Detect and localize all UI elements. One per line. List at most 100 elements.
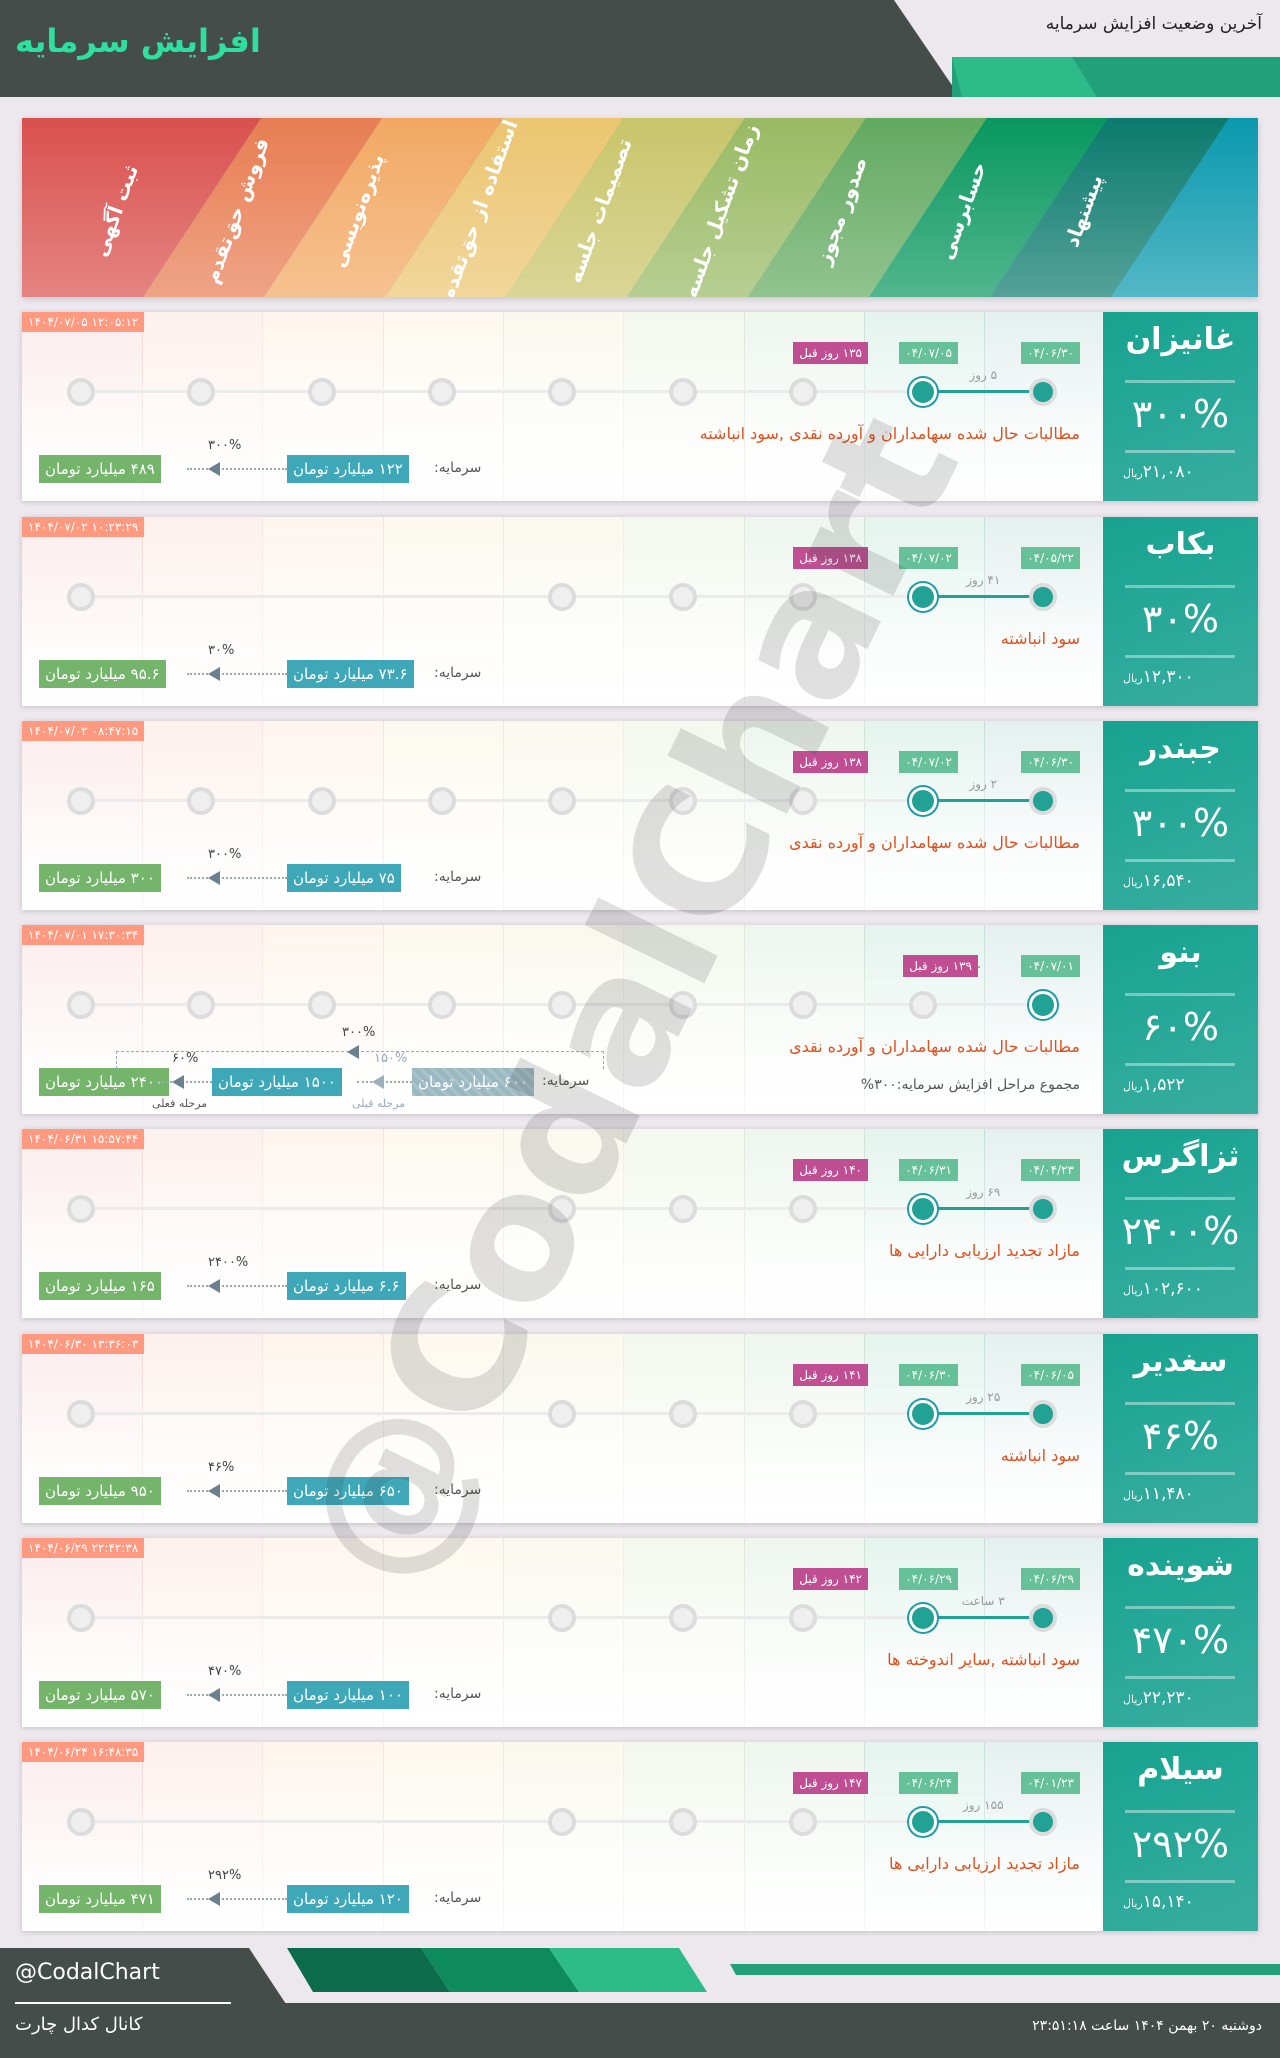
source-description: سود انباشته (1000, 629, 1080, 648)
stage-dot[interactable] (668, 378, 697, 406)
date-start-badge: ۰۴/۰۵/۲۲ (1021, 547, 1080, 569)
stage-dot[interactable] (67, 583, 95, 611)
stage-column (984, 1538, 1106, 1727)
stage-dot[interactable] (1029, 1808, 1058, 1836)
stage-dot[interactable] (788, 787, 817, 815)
symbol-panel[interactable]: جبندر ۳۰۰% ۱۶,۵۴۰ریال (1103, 721, 1258, 910)
stage-dot[interactable] (427, 787, 456, 815)
capital-increase-row[interactable]: ۱۴۰۴/۰۶/۲۹ ۲۲:۴۲:۳۸ ۳ ساعت ۰۴/۰۶/۲۹ ۰۴/۰۶/۲… (22, 1538, 1258, 1727)
capital-increase-row[interactable]: ۱۴۰۴/۰۷/۰۵ ۱۲:۰۵:۱۲ ۵ روز ۰۴/۰۶/۳۰ ۰۴/۰۷/۰۵… (22, 312, 1258, 501)
stage-dot[interactable] (427, 991, 456, 1019)
stage-dot[interactable] (788, 378, 817, 406)
capital-after-box: ۳۰۰ میلیارد تومان (39, 864, 161, 892)
symbol-panel[interactable]: سیلام ۲۹۲% ۱۵,۱۴۰ریال (1103, 1742, 1258, 1931)
stage-dot[interactable] (1029, 787, 1058, 815)
divider (1125, 993, 1235, 996)
increase-percent: ۴۶% (1142, 1414, 1219, 1458)
capital-increase-row[interactable]: ۱۴۰۴/۰۷/۰۲ ۱۰:۲۳:۲۹ ۴۱ روز ۰۴/۰۵/۲۲ ۰۴/۰۷/۰… (22, 517, 1258, 706)
footer-datetime: دوشنبه ۲۰ بهمن ۱۴۰۴ ساعت ۲۳:۵۱:۱۸ (1032, 2018, 1262, 2034)
stage-dot[interactable] (909, 378, 938, 406)
duration-label: ۶۹ روز (966, 1185, 1001, 1199)
symbol-name[interactable]: بنو (1159, 935, 1202, 970)
symbol-name[interactable]: شوینده (1127, 1548, 1234, 1583)
stage-dot[interactable] (788, 583, 817, 611)
stage-dot[interactable] (548, 1604, 577, 1632)
stage-dot[interactable] (548, 583, 577, 611)
symbol-panel[interactable]: بنو ۶۰% ۱,۵۲۲ریال (1103, 925, 1258, 1114)
symbol-name[interactable]: جبندر (1140, 731, 1221, 766)
stage-column (503, 1334, 625, 1523)
stage-dot[interactable] (187, 991, 216, 1019)
stage-dot[interactable] (548, 1400, 577, 1428)
stage-dot[interactable] (909, 787, 938, 815)
stage-dot[interactable] (668, 1400, 697, 1428)
stage-dot[interactable] (1029, 378, 1058, 406)
stage-dot[interactable] (788, 1195, 817, 1223)
stage-dot[interactable] (307, 787, 336, 815)
stage-dot[interactable] (668, 991, 697, 1019)
divider (1125, 1606, 1235, 1609)
arrow-head-icon (208, 462, 220, 476)
stage-dot[interactable] (548, 991, 577, 1019)
stage-dot[interactable] (67, 787, 95, 815)
stage-dot[interactable] (67, 1604, 95, 1632)
symbol-panel[interactable]: غانیزان ۳۰۰% ۲۱,۰۸۰ریال (1103, 312, 1258, 501)
stage-dot[interactable] (909, 991, 938, 1019)
symbol-name[interactable]: ثزاگرس (1121, 1139, 1240, 1174)
stage-dot[interactable] (1029, 583, 1058, 611)
stage-dot[interactable] (548, 378, 577, 406)
stage-dot[interactable] (788, 1400, 817, 1428)
stage-dot[interactable] (1029, 1195, 1058, 1223)
stage-dot[interactable] (67, 378, 95, 406)
symbol-panel[interactable]: بکاب ۳۰% ۱۲,۳۰۰ریال (1103, 517, 1258, 706)
symbol-panel[interactable]: ثزاگرس ۲۴۰۰% ۱۰۲,۶۰۰ریال (1103, 1129, 1258, 1318)
stage-dot[interactable] (307, 991, 336, 1019)
stage-dot[interactable] (427, 378, 456, 406)
symbol-name[interactable]: بکاب (1145, 527, 1216, 562)
capital-increase-row[interactable]: ۱۴۰۴/۰۷/۰۱ ۱۷:۳۰:۳۴ ۰۴/۰۷/۰۱ ۱۳۹ روز قبل مط… (22, 925, 1258, 1114)
stage-dot[interactable] (67, 991, 95, 1019)
symbol-panel[interactable]: شوینده ۴۷۰% ۲۲,۲۳۰ریال (1103, 1538, 1258, 1727)
stage-dot[interactable] (668, 1604, 697, 1632)
arrow-head-icon (347, 1045, 359, 1059)
stage-dot[interactable] (187, 378, 216, 406)
stage-dot[interactable] (548, 1808, 577, 1836)
stage-dot[interactable] (668, 787, 697, 815)
stage-dot[interactable] (307, 378, 336, 406)
currency-label: ریال (1123, 467, 1143, 480)
stage-dot[interactable] (668, 1195, 697, 1223)
symbol-name[interactable]: سغدیر (1133, 1344, 1228, 1379)
symbol-name[interactable]: غانیزان (1125, 322, 1236, 357)
capital-increase-row[interactable]: ۱۴۰۴/۰۶/۳۰ ۱۳:۳۶:۰۳ ۲۵ روز ۰۴/۰۶/۰۵ ۰۴/۰۶/۳… (22, 1334, 1258, 1523)
stage-dot[interactable] (788, 991, 817, 1019)
stage-dot[interactable] (187, 787, 216, 815)
footer-handle[interactable]: @CodalChart (15, 1960, 160, 1985)
days-ago-badge: ۱۳۹ روز قبل (903, 955, 978, 977)
stage-dot[interactable] (909, 1808, 938, 1836)
duration-label: ۲ روز (969, 777, 998, 791)
stage-dot[interactable] (668, 583, 697, 611)
stage-dot[interactable] (1029, 1604, 1058, 1632)
stage-dot[interactable] (788, 1604, 817, 1632)
capital-increase-row[interactable]: ۱۴۰۴/۰۶/۳۱ ۱۵:۵۷:۴۴ ۶۹ روز ۰۴/۰۴/۲۳ ۰۴/۰۶/۳… (22, 1129, 1258, 1318)
capital-increase-row[interactable]: ۱۴۰۴/۰۷/۰۲ ۰۸:۴۷:۱۵ ۲ روز ۰۴/۰۶/۳۰ ۰۴/۰۷/۰۲… (22, 721, 1258, 910)
stage-column (382, 721, 504, 910)
stage-dot[interactable] (909, 1195, 938, 1223)
stage-column (743, 1334, 865, 1523)
arrow-line (187, 468, 287, 470)
stage-dot[interactable] (548, 787, 577, 815)
stage-dot[interactable] (1029, 991, 1058, 1019)
stage-dot[interactable] (67, 1808, 95, 1836)
stage-dot[interactable] (67, 1400, 95, 1428)
capital-increase-row[interactable]: ۱۴۰۴/۰۶/۲۴ ۱۶:۴۸:۳۵ ۱۵۵ روز ۰۴/۰۱/۲۳ ۰۴/۰۶/… (22, 1742, 1258, 1931)
stage-dot[interactable] (548, 1195, 577, 1223)
symbol-name[interactable]: سیلام (1137, 1752, 1224, 1787)
symbol-panel[interactable]: سغدیر ۴۶% ۱۱,۴۸۰ریال (1103, 1334, 1258, 1523)
stage-dot[interactable] (67, 1195, 95, 1223)
stage-dot[interactable] (1029, 1400, 1058, 1428)
stage-dot[interactable] (788, 1808, 817, 1836)
stage-dot[interactable] (909, 1400, 938, 1428)
stage-dot[interactable] (909, 583, 938, 611)
stage-dot[interactable] (668, 1808, 697, 1836)
stage-dot[interactable] (909, 1604, 938, 1632)
